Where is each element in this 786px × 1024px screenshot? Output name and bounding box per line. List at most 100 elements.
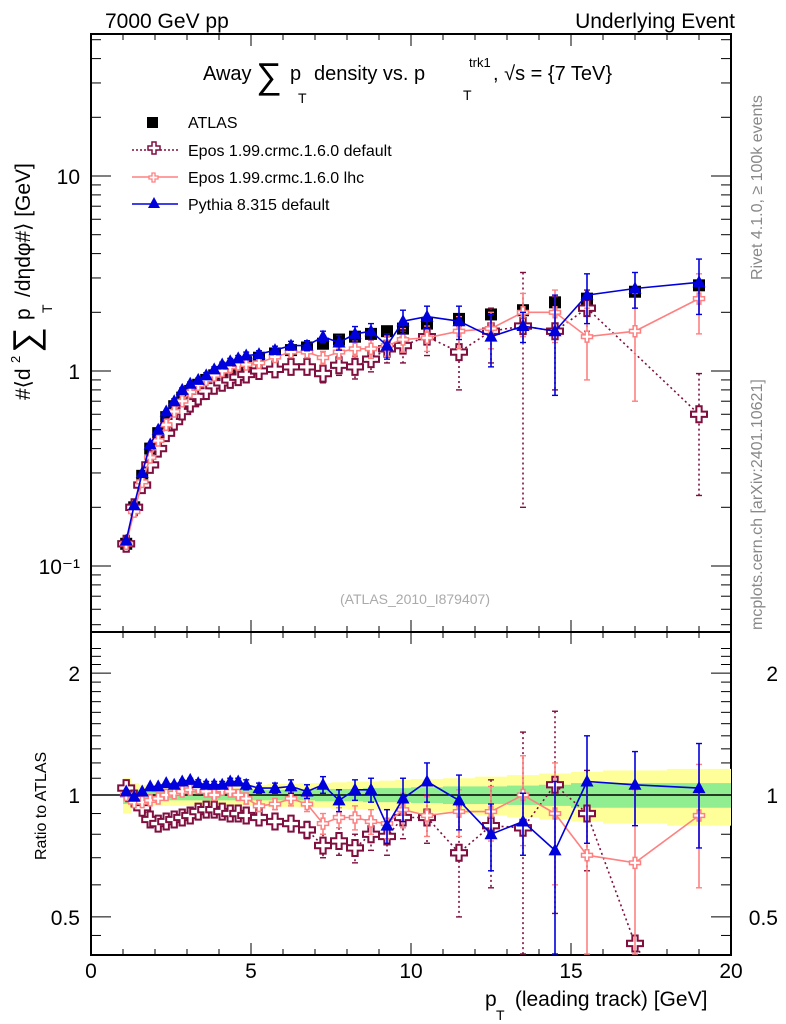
main-series-group [117, 258, 708, 553]
y-axis-label: #⟨d 2 ∑ p T /dηdφ#⟩ [GeV] [5, 163, 55, 400]
series-line [125, 281, 700, 541]
data-point-pythia [316, 329, 330, 342]
data-point-pythia [268, 343, 282, 356]
data-point-epos-default [282, 814, 300, 833]
ratio-y-axis-label: Ratio to ATLAS [33, 752, 50, 860]
data-point-pythia [135, 465, 149, 478]
data-point-epos-default [298, 357, 316, 376]
x-axis-label: p T (leading track) [GeV] [485, 988, 707, 1023]
data-point-pythia [484, 329, 498, 342]
data-point-pythia [207, 362, 221, 375]
data-point-pythia [183, 376, 197, 389]
data-point-epos-default [250, 362, 268, 380]
data-point-pythia [300, 784, 314, 797]
analysis-watermark: (ATLAS_2010_I879407) [340, 591, 490, 607]
data-point-epos-default [237, 365, 256, 384]
data-point-pythia [268, 781, 282, 794]
series-line [125, 307, 700, 544]
data-point-epos-lhc [252, 356, 266, 370]
title-text-density: density vs. p [314, 63, 425, 85]
data-point-epos-lhc [143, 451, 157, 464]
legend-label-pythia: Pythia 8.315 default [188, 197, 330, 214]
ylabel-superscript: 2 [8, 356, 23, 363]
data-point-pythia [516, 319, 530, 332]
y-tick-label-1: 1 [68, 361, 80, 384]
ratio-y-tick-label-2-right: 2 [766, 663, 778, 686]
data-point-pythia [692, 781, 706, 794]
xlabel-p: p [485, 988, 497, 1011]
data-point-pythia [332, 793, 346, 806]
data-point-pythia [191, 776, 205, 789]
main-axis-ticks [90, 34, 732, 632]
data-point-pythia [127, 789, 141, 802]
data-point-pythia [284, 338, 298, 351]
data-point-epos-default [314, 364, 332, 383]
ratio-y-tick-label-0.5: 0.5 [51, 907, 80, 930]
data-point-epos-lhc [252, 799, 266, 813]
data-point-pythia [316, 777, 330, 790]
x-tick-labels: 0 5 10 15 20 [85, 960, 743, 983]
data-point-pythia [252, 781, 266, 794]
data-point-pythia [143, 437, 157, 450]
data-point-pythia [452, 793, 466, 806]
data-point-pythia [580, 288, 594, 301]
data-point-epos-lhc [364, 342, 378, 356]
xlabel-sub-t: T [496, 1007, 505, 1023]
header-right: Underlying Event [575, 10, 735, 33]
data-point-pythia [199, 368, 213, 381]
data-point-pythia [484, 827, 498, 840]
title-sub-t2: T [463, 87, 472, 103]
ratio-y-tick-label-1: 1 [68, 785, 80, 808]
data-point-epos-lhc [628, 324, 642, 338]
ylabel-sub-t: T [39, 304, 55, 313]
data-point-pythia [252, 347, 266, 360]
data-point-pythia [396, 314, 410, 327]
data-point-pythia [215, 357, 229, 370]
data-point-epos-default [250, 808, 268, 827]
title-sub-t: T [298, 90, 307, 106]
data-point-epos-default [330, 831, 348, 850]
data-point-epos-lhc [628, 856, 642, 870]
data-point-pythia [692, 275, 706, 288]
series-epos-1-99-crmc-1-6-0-default [117, 271, 708, 553]
data-point-pythia [159, 776, 173, 789]
data-point-pythia [348, 782, 362, 795]
data-point-epos-default [266, 812, 284, 831]
data-point-pythia [380, 338, 394, 351]
legend-marker-epos-lhc [148, 172, 159, 183]
legend-label-epos-default: Epos 1.99.crmc.1.6.0 default [188, 143, 392, 160]
data-point-epos-lhc [239, 792, 253, 805]
data-point-epos-default [450, 843, 468, 862]
data-point-pythia [119, 533, 133, 546]
legend-marker-atlas [147, 117, 158, 128]
data-point-epos-lhc [316, 817, 330, 830]
data-point-epos-lhc [268, 350, 282, 364]
data-point-epos-default [346, 838, 364, 857]
data-point-pythia [167, 394, 181, 407]
data-point-pythia [231, 774, 245, 787]
data-point-epos-default [314, 836, 332, 855]
data-point-pythia [191, 372, 205, 385]
data-point-pythia [548, 843, 562, 856]
data-point-pythia [628, 777, 642, 790]
mcplots-label: mcplots.cern.ch [arXiv:2401.10621] [749, 379, 766, 630]
ylabel-part-b: /dηdφ#⟩ [GeV] [12, 163, 35, 297]
data-point-pythia [239, 348, 253, 361]
data-point-pythia [127, 498, 141, 511]
data-point-epos-lhc [348, 811, 362, 824]
data-point-pythia [215, 777, 229, 790]
data-point-epos-default [362, 350, 380, 369]
data-point-epos-default [141, 810, 160, 829]
data-point-pythia [452, 314, 466, 327]
series-epos-1-99-crmc-1-6-0-lhc [119, 273, 706, 551]
data-point-pythia [183, 772, 197, 785]
data-point-epos-lhc [207, 788, 221, 802]
data-point-pythia [516, 814, 530, 827]
data-point-epos-default [690, 405, 708, 424]
rivet-label-text: Rivet 4.1.0, ≥ 100k events [749, 95, 766, 280]
data-point-pythia [396, 791, 410, 804]
chart-title: Away ∑ p T density vs. p trk1 T , √s = {… [203, 55, 612, 106]
x-tick-label: 10 [399, 960, 422, 983]
ratio-ylabel-text: Ratio to ATLAS [33, 752, 50, 860]
